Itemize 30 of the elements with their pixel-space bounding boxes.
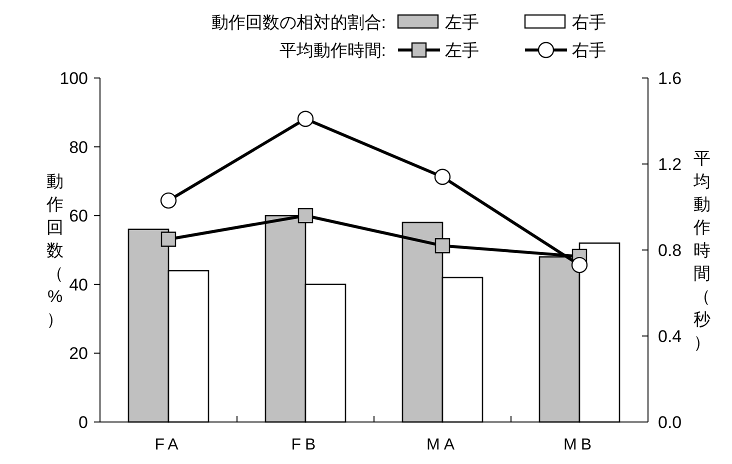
y-tick-label: 20 <box>69 344 88 364</box>
x-tick-label: MA <box>426 436 458 454</box>
text: 平均動作時間: <box>279 40 386 60</box>
legend-label: 左手 <box>445 40 479 60</box>
legend-label: 右手 <box>572 12 606 32</box>
y2-tick-label: 1.2 <box>658 154 682 174</box>
point <box>297 110 314 127</box>
y-tick-label: 60 <box>69 206 88 226</box>
point <box>160 232 176 247</box>
point <box>571 256 588 274</box>
point <box>434 168 451 185</box>
x-tick-label: MB <box>564 436 596 454</box>
x-tick-label: FA <box>154 436 182 454</box>
y2-tick-label: 0.8 <box>658 240 682 260</box>
y-axis-title: 動作回数（%） <box>46 172 64 329</box>
legend-label: 左手 <box>445 12 479 32</box>
point <box>298 208 314 224</box>
x-tick-label: FB <box>291 436 320 454</box>
text: 平均動作時間（秒） <box>694 148 710 352</box>
y2-tick-label: 0.0 <box>658 412 682 432</box>
legend-title: 動作回数の相対的割合: <box>211 12 386 32</box>
y-tick-label: 80 <box>69 138 88 157</box>
point <box>160 192 177 209</box>
legend-label: 右手 <box>572 40 606 60</box>
y2-tick-label: 0.4 <box>658 326 682 346</box>
y-tick-label: 0 <box>78 412 88 432</box>
y-tick-label: 100 <box>60 68 88 88</box>
point <box>434 238 450 254</box>
y-tick-label: 40 <box>69 275 88 294</box>
y2-tick-label: 1.6 <box>658 68 682 88</box>
